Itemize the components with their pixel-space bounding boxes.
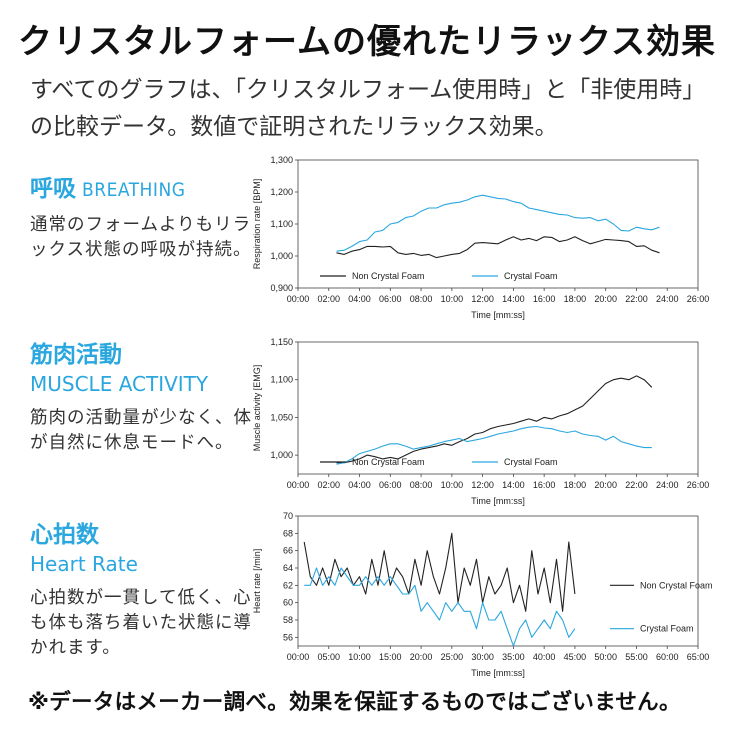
y-tick-label: 1,000 bbox=[270, 251, 293, 261]
x-tick-label: 06:00 bbox=[379, 480, 402, 490]
x-tick-label: 22:00 bbox=[625, 294, 648, 304]
x-tick-label: 24:00 bbox=[656, 480, 679, 490]
y-tick-label: 1,150 bbox=[270, 337, 293, 347]
x-tick-label: 00:00 bbox=[287, 480, 310, 490]
x-tick-label: 12:00 bbox=[471, 480, 494, 490]
x-tick-label: 18:00 bbox=[564, 294, 587, 304]
section-description: 通常のフォームよりもリラックス状態の呼吸が持続。 bbox=[30, 215, 252, 260]
y-tick-label: 1,000 bbox=[270, 450, 293, 460]
x-tick-label: 30:00 bbox=[471, 652, 494, 662]
section-heading-en: Heart Rate bbox=[30, 552, 138, 576]
plot-frame bbox=[297, 515, 699, 647]
x-tick-label: 05:00 bbox=[318, 652, 341, 662]
y-tick-label: 1,100 bbox=[270, 219, 293, 229]
x-tick-label: 12:00 bbox=[471, 294, 494, 304]
x-tick-label: 50:00 bbox=[594, 652, 617, 662]
y-axis-label: Muscle activity [EMG] bbox=[252, 365, 262, 452]
x-tick-label: 06:00 bbox=[379, 294, 402, 304]
series-line-non-crystal bbox=[336, 236, 660, 259]
chart-muscle-activity: 00:00 02:00 04:00 06:00 08:00 10:00 12:00 14:00… bbox=[252, 337, 710, 506]
x-tick-label: 14:00 bbox=[502, 480, 525, 490]
section-heading: 心拍数 bbox=[30, 522, 99, 548]
y-tick-label: 70 bbox=[283, 511, 293, 521]
x-tick-label: 25:00 bbox=[441, 652, 464, 662]
x-tick-label: 02:00 bbox=[318, 294, 341, 304]
x-tick-label: 40:00 bbox=[533, 652, 556, 662]
series-line-crystal bbox=[304, 567, 576, 647]
legend-label: Non Crystal Foam bbox=[352, 457, 425, 467]
section-heading-en: MUSCLE ACTIVITY bbox=[30, 372, 209, 396]
x-tick-label: 35:00 bbox=[502, 652, 525, 662]
legend-label: Crystal Foam bbox=[504, 457, 558, 467]
y-tick-label: 58 bbox=[283, 615, 293, 625]
x-axis-label: Time [mm:ss] bbox=[471, 668, 525, 678]
x-axis-label: Time [mm:ss] bbox=[471, 310, 525, 320]
y-tick-label: 1,050 bbox=[270, 412, 293, 422]
x-tick-label: 14:00 bbox=[502, 294, 525, 304]
plot-frame bbox=[297, 341, 699, 475]
y-tick-label: 1,300 bbox=[270, 155, 293, 165]
legend-label: Crystal Foam bbox=[504, 271, 558, 281]
section-muscle: 筋肉活動 MUSCLE ACTIVITY 筋肉の活動量が少なく、体が自然に休息モ… bbox=[30, 340, 255, 456]
section-breathing: 呼吸 BREATHING 通常のフォームよりもリラックス状態の呼吸が持続。 bbox=[30, 174, 255, 263]
series-line-crystal bbox=[336, 194, 660, 252]
series-line-crystal bbox=[336, 425, 652, 465]
section-description: 心拍数が一貫して低く、心も体も落ち着いた状態に導かれます。 bbox=[30, 588, 252, 658]
x-tick-label: 20:00 bbox=[594, 294, 617, 304]
y-tick-label: 68 bbox=[283, 528, 293, 538]
x-tick-label: 20:00 bbox=[410, 652, 433, 662]
y-tick-label: 62 bbox=[283, 580, 293, 590]
x-tick-label: 24:00 bbox=[656, 294, 679, 304]
x-tick-label: 16:00 bbox=[533, 480, 556, 490]
disclaimer: ※データはメーカー調べ。効果を保証するものではございません。 bbox=[28, 690, 681, 715]
x-tick-label: 26:00 bbox=[687, 294, 710, 304]
x-tick-label: 00:00 bbox=[287, 294, 310, 304]
chart-breathing: 00:00 02:00 04:00 06:00 08:00 10:00 12:00 14:00… bbox=[252, 155, 710, 320]
intro-text: すべてのグラフは、「クリスタルフォーム使用時」と「非使用時」の比較データ。数値で… bbox=[30, 77, 706, 140]
x-tick-label: 08:00 bbox=[410, 480, 433, 490]
chart-heart-rate: 00:00 05:00 10:00 15:00 20:00 25:00 30:00 35:00… bbox=[252, 511, 713, 678]
y-tick-label: 66 bbox=[283, 546, 293, 556]
y-tick-label: 1,100 bbox=[270, 375, 293, 385]
x-tick-label: 04:00 bbox=[348, 480, 371, 490]
x-tick-label: 26:00 bbox=[687, 480, 710, 490]
x-axis-label: Time [mm:ss] bbox=[471, 496, 525, 506]
x-tick-label: 20:00 bbox=[594, 480, 617, 490]
section-heading-en: BREATHING bbox=[82, 179, 186, 201]
plot-frame bbox=[297, 159, 699, 289]
x-tick-label: 10:00 bbox=[348, 652, 371, 662]
legend-label: Non Crystal Foam bbox=[640, 580, 713, 590]
x-tick-label: 00:00 bbox=[287, 652, 310, 662]
y-axis-label: Respiration rate [BPM] bbox=[252, 179, 262, 270]
x-tick-label: 22:00 bbox=[625, 480, 648, 490]
legend-label: Crystal Foam bbox=[640, 624, 694, 634]
x-tick-label: 15:00 bbox=[379, 652, 402, 662]
series-line-non-crystal bbox=[336, 375, 653, 464]
section-heart-rate: 心拍数 Heart Rate 心拍数が一貫して低く、心も体も落ち着いた状態に導か… bbox=[30, 520, 255, 661]
x-tick-label: 02:00 bbox=[318, 480, 341, 490]
x-tick-label: 18:00 bbox=[564, 480, 587, 490]
page-title: クリスタルフォームの優れたリラックス効果 bbox=[18, 22, 716, 62]
x-tick-label: 60:00 bbox=[656, 652, 679, 662]
y-tick-label: 0,900 bbox=[270, 283, 293, 293]
x-tick-label: 10:00 bbox=[441, 294, 464, 304]
x-tick-label: 08:00 bbox=[410, 294, 433, 304]
legend-label: Non Crystal Foam bbox=[352, 271, 425, 281]
section-heading: 筋肉活動 bbox=[30, 342, 122, 368]
x-tick-label: 16:00 bbox=[533, 294, 556, 304]
series-line-non-crystal bbox=[303, 532, 576, 612]
x-tick-label: 10:00 bbox=[441, 480, 464, 490]
x-tick-label: 04:00 bbox=[348, 294, 371, 304]
section-heading: 呼吸 bbox=[30, 176, 76, 202]
y-tick-label: 1,200 bbox=[270, 187, 293, 197]
section-description: 筋肉の活動量が少なく、体が自然に休息モードへ。 bbox=[30, 408, 252, 453]
x-tick-label: 65:00 bbox=[687, 652, 710, 662]
y-tick-label: 56 bbox=[283, 632, 293, 642]
x-tick-label: 45:00 bbox=[564, 652, 587, 662]
x-tick-label: 55:00 bbox=[625, 652, 648, 662]
y-axis-label: Heart rate [/min] bbox=[252, 549, 262, 614]
y-tick-label: 60 bbox=[283, 598, 293, 608]
y-tick-label: 64 bbox=[283, 563, 293, 573]
